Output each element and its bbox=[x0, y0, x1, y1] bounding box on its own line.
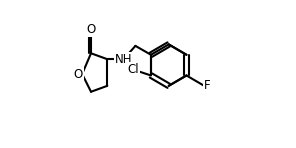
Text: O: O bbox=[86, 23, 96, 36]
Text: O: O bbox=[73, 67, 83, 81]
Text: Cl: Cl bbox=[127, 63, 139, 76]
Text: NH: NH bbox=[115, 53, 132, 66]
Text: F: F bbox=[204, 79, 210, 92]
